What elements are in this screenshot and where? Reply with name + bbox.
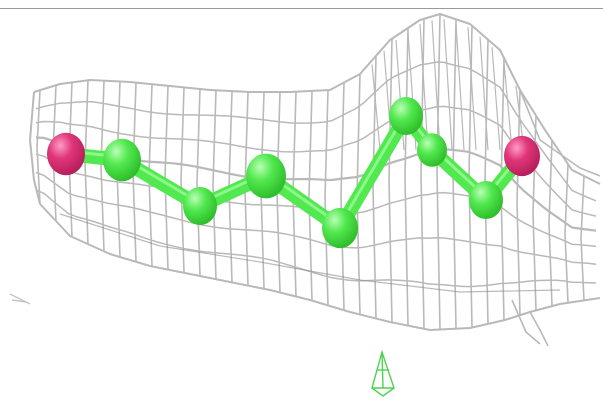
mesh-rib bbox=[564, 164, 569, 303]
viewport-top-border bbox=[0, 8, 603, 9]
mesh-rib bbox=[516, 89, 521, 316]
oxygen-atom bbox=[47, 132, 85, 176]
mesh-contour bbox=[35, 105, 597, 217]
mesh-rib bbox=[340, 82, 345, 311]
mesh-lobe-strand bbox=[479, 36, 489, 151]
mesh-left-cap bbox=[29, 91, 41, 205]
mesh-fragment-left bbox=[9, 293, 31, 305]
carbon-atom bbox=[389, 96, 423, 136]
oxygen-atom bbox=[504, 135, 540, 177]
mesh-rib bbox=[180, 87, 185, 273]
mesh-contour bbox=[35, 171, 597, 265]
carbon-atom bbox=[246, 153, 286, 199]
mesh-back-face bbox=[59, 213, 561, 293]
carbon-atom bbox=[103, 138, 141, 182]
carbon-atom bbox=[469, 180, 503, 220]
mesh-lobe-strand bbox=[371, 64, 381, 151]
mesh-lobe-strand bbox=[443, 19, 453, 151]
mesh-lobe-strand bbox=[419, 23, 429, 151]
mesh-contour bbox=[35, 61, 597, 202]
bond bbox=[333, 109, 413, 235]
atom-group bbox=[47, 96, 540, 249]
mesh-rib bbox=[404, 27, 409, 326]
axis-cone-marker bbox=[371, 349, 395, 397]
mesh-rib bbox=[100, 80, 105, 252]
mesh-contour bbox=[35, 189, 597, 288]
mesh-right-tail bbox=[519, 89, 601, 177]
mesh-rib bbox=[324, 90, 329, 306]
mesh-rib bbox=[36, 90, 41, 205]
carbon-atom bbox=[183, 186, 217, 226]
mesh-bottom-edge bbox=[39, 203, 601, 331]
mesh-rib bbox=[580, 175, 585, 301]
carbon-atom bbox=[417, 133, 447, 167]
mesh-right-tail bbox=[529, 311, 549, 347]
mesh-lobe-strand bbox=[467, 27, 477, 151]
mesh-lobe-strand bbox=[503, 61, 513, 151]
mesh-right-tail bbox=[511, 299, 541, 345]
mesh-rib bbox=[196, 88, 201, 277]
mesh-lobe-strand bbox=[431, 20, 441, 151]
mesh-lobe-strand bbox=[491, 47, 501, 151]
carbon-atom bbox=[322, 207, 358, 249]
mesh-rib bbox=[308, 90, 313, 301]
mesh-rib bbox=[388, 38, 393, 323]
bond-highlight bbox=[338, 111, 408, 227]
density-mesh bbox=[29, 13, 601, 347]
mesh-lobe-strand bbox=[455, 23, 465, 151]
mesh-rib bbox=[436, 13, 441, 330]
mesh-rib bbox=[212, 90, 217, 280]
mesh-rib bbox=[548, 140, 553, 307]
